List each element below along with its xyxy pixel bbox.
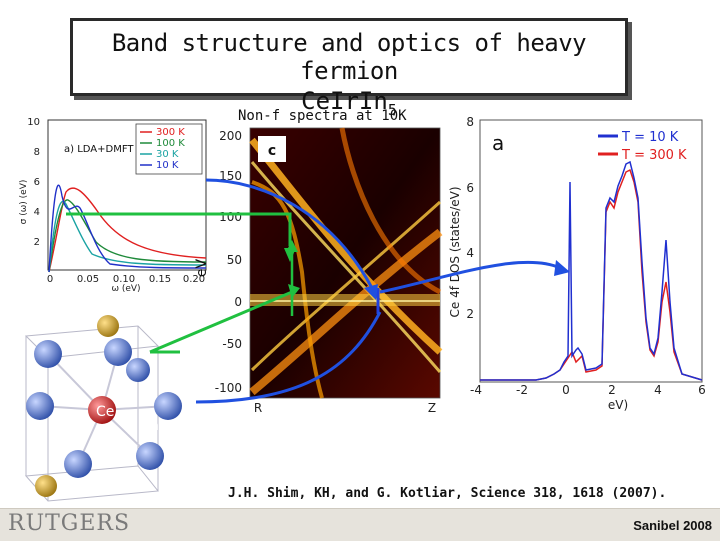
optics-ytick: 2	[34, 237, 40, 248]
in-atom	[64, 450, 92, 478]
dos-xlabel: eV)	[608, 398, 628, 412]
optics-legend-label: 10 K	[156, 160, 179, 171]
in-atom	[26, 392, 54, 420]
optics-legend-label: 30 K	[156, 149, 179, 160]
dos-xtick: -2	[516, 383, 528, 397]
optics-conductivity-plot: 10 8 6 4 2 0 0.05 0.10 0.15 0.20 ω (eV) …	[18, 112, 210, 292]
green-arrow-crystal	[149, 290, 293, 354]
band-ytick: 50	[227, 253, 242, 267]
in-atom	[104, 338, 132, 366]
spectra-caption: Non-f spectra at 10K	[238, 108, 407, 124]
band-ytick: -100	[215, 381, 242, 395]
green-arrowhead	[288, 284, 300, 298]
citation: J.H. Shim, KH, and G. Kotliar, Science 3…	[228, 486, 667, 501]
band-yaxis-unit: eV	[194, 258, 210, 277]
optics-legend-label: 300 K	[156, 127, 185, 138]
ce-atom	[88, 396, 116, 424]
blue-arrowhead	[364, 284, 378, 300]
band-ytick: -50	[222, 337, 242, 351]
dos-curve-10k	[480, 160, 703, 381]
crystal-label-ce: Ce	[96, 404, 114, 420]
footer-conference: Sanibel 2008	[633, 518, 712, 533]
dos-legend: T = 10 K T = 300 K	[598, 130, 687, 163]
optics-ytick: 4	[34, 207, 40, 218]
dos-panel-label: a	[492, 131, 504, 155]
crystal-structure-image: In Ce In	[18, 296, 208, 504]
optics-ytick: 8	[34, 147, 40, 158]
blue-arrow-crystal	[195, 311, 382, 404]
optics-curve-300k	[48, 187, 207, 273]
optics-legend-label: 100 K	[156, 138, 185, 149]
ir-atom	[97, 315, 119, 337]
band-structure-plot: c 200 150 100 50 0 -50 -100 R Z eV	[194, 127, 443, 414]
title-box: Band structure and optics of heavy fermi…	[70, 18, 628, 119]
compound-name: CeIrIn	[301, 87, 388, 115]
dos-ytick: 6	[466, 181, 474, 195]
dos-xtick: 6	[698, 383, 706, 397]
band-stripe	[249, 228, 443, 396]
optics-xtick: 0.20	[183, 274, 205, 285]
dos-legend-label: T = 10 K	[621, 130, 679, 145]
optics-legend: 300 K 100 K 30 K 10 K	[135, 123, 203, 175]
band-stripe	[249, 137, 443, 355]
band-xlabel-z: Z	[428, 401, 436, 414]
optics-xlabel: ω (eV)	[111, 284, 140, 292]
optics-curve-30k	[48, 200, 207, 273]
band-ytick: 200	[219, 129, 242, 143]
optics-ylabel: σ (ω) (eV)	[19, 180, 29, 225]
optics-xtick: 0	[47, 274, 53, 285]
flat-f-band	[250, 294, 440, 306]
blue-arrow-optics	[205, 178, 374, 289]
green-arrow-optics	[66, 212, 292, 246]
crystal-label-in: In	[146, 418, 159, 434]
slide-title-line2: CeIrIn5	[73, 87, 625, 119]
in-atom	[136, 442, 164, 470]
dos-ylabel: Ce 4f DOS (states/eV)	[448, 186, 462, 317]
optics-ytick: 6	[34, 177, 40, 188]
optics-curve-100k	[48, 199, 207, 273]
dos-xtick: 0	[562, 383, 570, 397]
dos-ytick: 8	[466, 115, 474, 129]
optics-xtick: 0.05	[77, 274, 99, 285]
band-ytick: 0	[234, 295, 242, 309]
optics-ytick: 10	[27, 117, 40, 128]
in-atom	[154, 392, 182, 420]
blue-arrowhead	[554, 260, 570, 276]
green-arrowhead	[284, 248, 296, 262]
band-ytick: 150	[219, 169, 242, 183]
dos-xtick: -4	[470, 383, 482, 397]
dos-xtick: 2	[608, 383, 616, 397]
band-stripe	[339, 127, 442, 295]
in-atom	[126, 358, 150, 382]
dos-ytick: 2	[466, 307, 474, 321]
dos-ytick: 4	[466, 246, 474, 260]
in-atom	[34, 340, 62, 368]
blue-arrow-dos	[379, 260, 561, 294]
band-stripe	[250, 161, 442, 373]
dos-xtick: 4	[654, 383, 662, 397]
compound-subscript: 5	[387, 100, 397, 119]
dos-legend-label: T = 300 K	[621, 148, 687, 163]
crystal-label-in: In	[160, 356, 173, 372]
optics-xtick: 0.15	[149, 274, 171, 285]
ce4f-dos-plot: 8 6 4 2 -4 -2 0 2 4 6 eV) Ce 4f DOS (sta…	[446, 112, 716, 414]
ir-atom	[35, 475, 57, 497]
band-panel-label: c	[268, 143, 276, 159]
slide-title-line1: Band structure and optics of heavy fermi…	[111, 29, 587, 85]
rutgers-logo: RUTGERS	[8, 511, 131, 536]
footer-bar	[0, 508, 720, 541]
optics-xtick: 0.10	[113, 274, 135, 285]
band-xlabel-r: R	[254, 401, 262, 414]
optics-panel-title: a) LDA+DMFT	[64, 144, 134, 155]
optics-curve-10k	[48, 184, 207, 273]
